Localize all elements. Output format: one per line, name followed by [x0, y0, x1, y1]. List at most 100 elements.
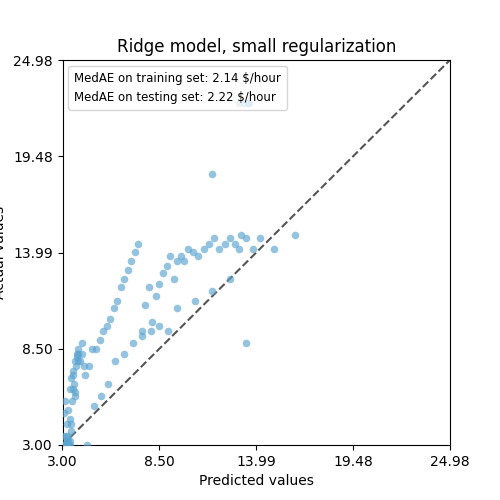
- Point: [138, 332, 146, 340]
- Point: [83, 441, 91, 449]
- Point: [63, 436, 71, 444]
- Point: [116, 284, 124, 292]
- Point: [194, 252, 202, 260]
- Point: [74, 344, 82, 352]
- Point: [72, 362, 80, 370]
- Y-axis label: Actual values: Actual values: [0, 206, 8, 299]
- Point: [242, 340, 250, 347]
- Point: [200, 245, 207, 253]
- Point: [58, 441, 66, 449]
- Point: [98, 392, 106, 400]
- Point: [70, 380, 78, 388]
- Point: [76, 357, 84, 365]
- Point: [66, 414, 74, 422]
- Point: [270, 245, 278, 253]
- Point: [69, 385, 77, 393]
- Point: [63, 441, 71, 449]
- Point: [170, 274, 177, 282]
- Point: [104, 380, 112, 388]
- Point: [128, 257, 136, 265]
- Point: [159, 270, 167, 278]
- Point: [210, 234, 218, 242]
- Point: [80, 362, 88, 370]
- Point: [112, 357, 120, 365]
- Point: [68, 420, 76, 428]
- Point: [88, 344, 96, 352]
- Point: [164, 327, 172, 335]
- Point: [208, 287, 216, 295]
- Point: [145, 284, 153, 292]
- Point: [216, 245, 224, 253]
- Point: [64, 406, 72, 414]
- Point: [232, 240, 239, 248]
- Point: [134, 240, 142, 248]
- Point: [226, 234, 234, 242]
- Point: [61, 441, 69, 449]
- Point: [61, 397, 69, 405]
- Point: [74, 354, 82, 362]
- Point: [120, 350, 128, 358]
- Point: [78, 350, 86, 358]
- Point: [226, 274, 234, 282]
- Point: [124, 266, 132, 274]
- Point: [240, 100, 248, 108]
- Point: [63, 420, 71, 428]
- Point: [184, 245, 192, 253]
- Point: [236, 231, 244, 239]
- Point: [66, 441, 74, 449]
- Point: [291, 231, 299, 239]
- Point: [64, 432, 72, 440]
- Point: [176, 252, 184, 260]
- Point: [71, 388, 79, 396]
- Point: [71, 357, 79, 365]
- Point: [60, 410, 68, 418]
- Point: [129, 340, 137, 347]
- Point: [85, 362, 93, 370]
- Legend: MedAE on training set: 2.14 $/hour, MedAE on testing set: 2.22 $/hour: MedAE on training set: 2.14 $/hour, MedA…: [68, 66, 287, 110]
- Point: [152, 292, 160, 300]
- Point: [120, 274, 128, 282]
- Point: [92, 344, 100, 352]
- Point: [99, 327, 107, 335]
- Point: [148, 318, 156, 326]
- Point: [180, 257, 188, 265]
- Point: [60, 441, 68, 449]
- Point: [244, 100, 252, 108]
- Point: [90, 402, 98, 410]
- Point: [66, 438, 74, 446]
- Point: [156, 322, 164, 330]
- Point: [235, 100, 243, 108]
- Point: [242, 234, 250, 242]
- X-axis label: Predicted values: Predicted values: [199, 474, 314, 488]
- Point: [110, 304, 118, 312]
- Point: [62, 432, 70, 440]
- Point: [68, 397, 76, 405]
- Point: [146, 327, 154, 335]
- Point: [62, 439, 70, 447]
- Point: [69, 371, 77, 379]
- Point: [208, 170, 216, 177]
- Point: [138, 327, 146, 335]
- Point: [74, 357, 82, 365]
- Point: [246, 100, 254, 108]
- Point: [72, 350, 80, 358]
- Point: [113, 298, 121, 306]
- Point: [173, 304, 181, 312]
- Point: [205, 240, 213, 248]
- Point: [102, 322, 110, 330]
- Point: [62, 441, 70, 449]
- Point: [173, 257, 181, 265]
- Point: [64, 438, 72, 446]
- Point: [189, 248, 197, 256]
- Point: [156, 280, 164, 288]
- Point: [96, 336, 104, 344]
- Point: [131, 248, 139, 256]
- Point: [68, 427, 76, 435]
- Point: [256, 234, 264, 242]
- Point: [244, 100, 252, 108]
- Point: [69, 368, 77, 376]
- Point: [142, 301, 150, 309]
- Point: [74, 350, 82, 358]
- Point: [64, 441, 72, 449]
- Point: [220, 240, 228, 248]
